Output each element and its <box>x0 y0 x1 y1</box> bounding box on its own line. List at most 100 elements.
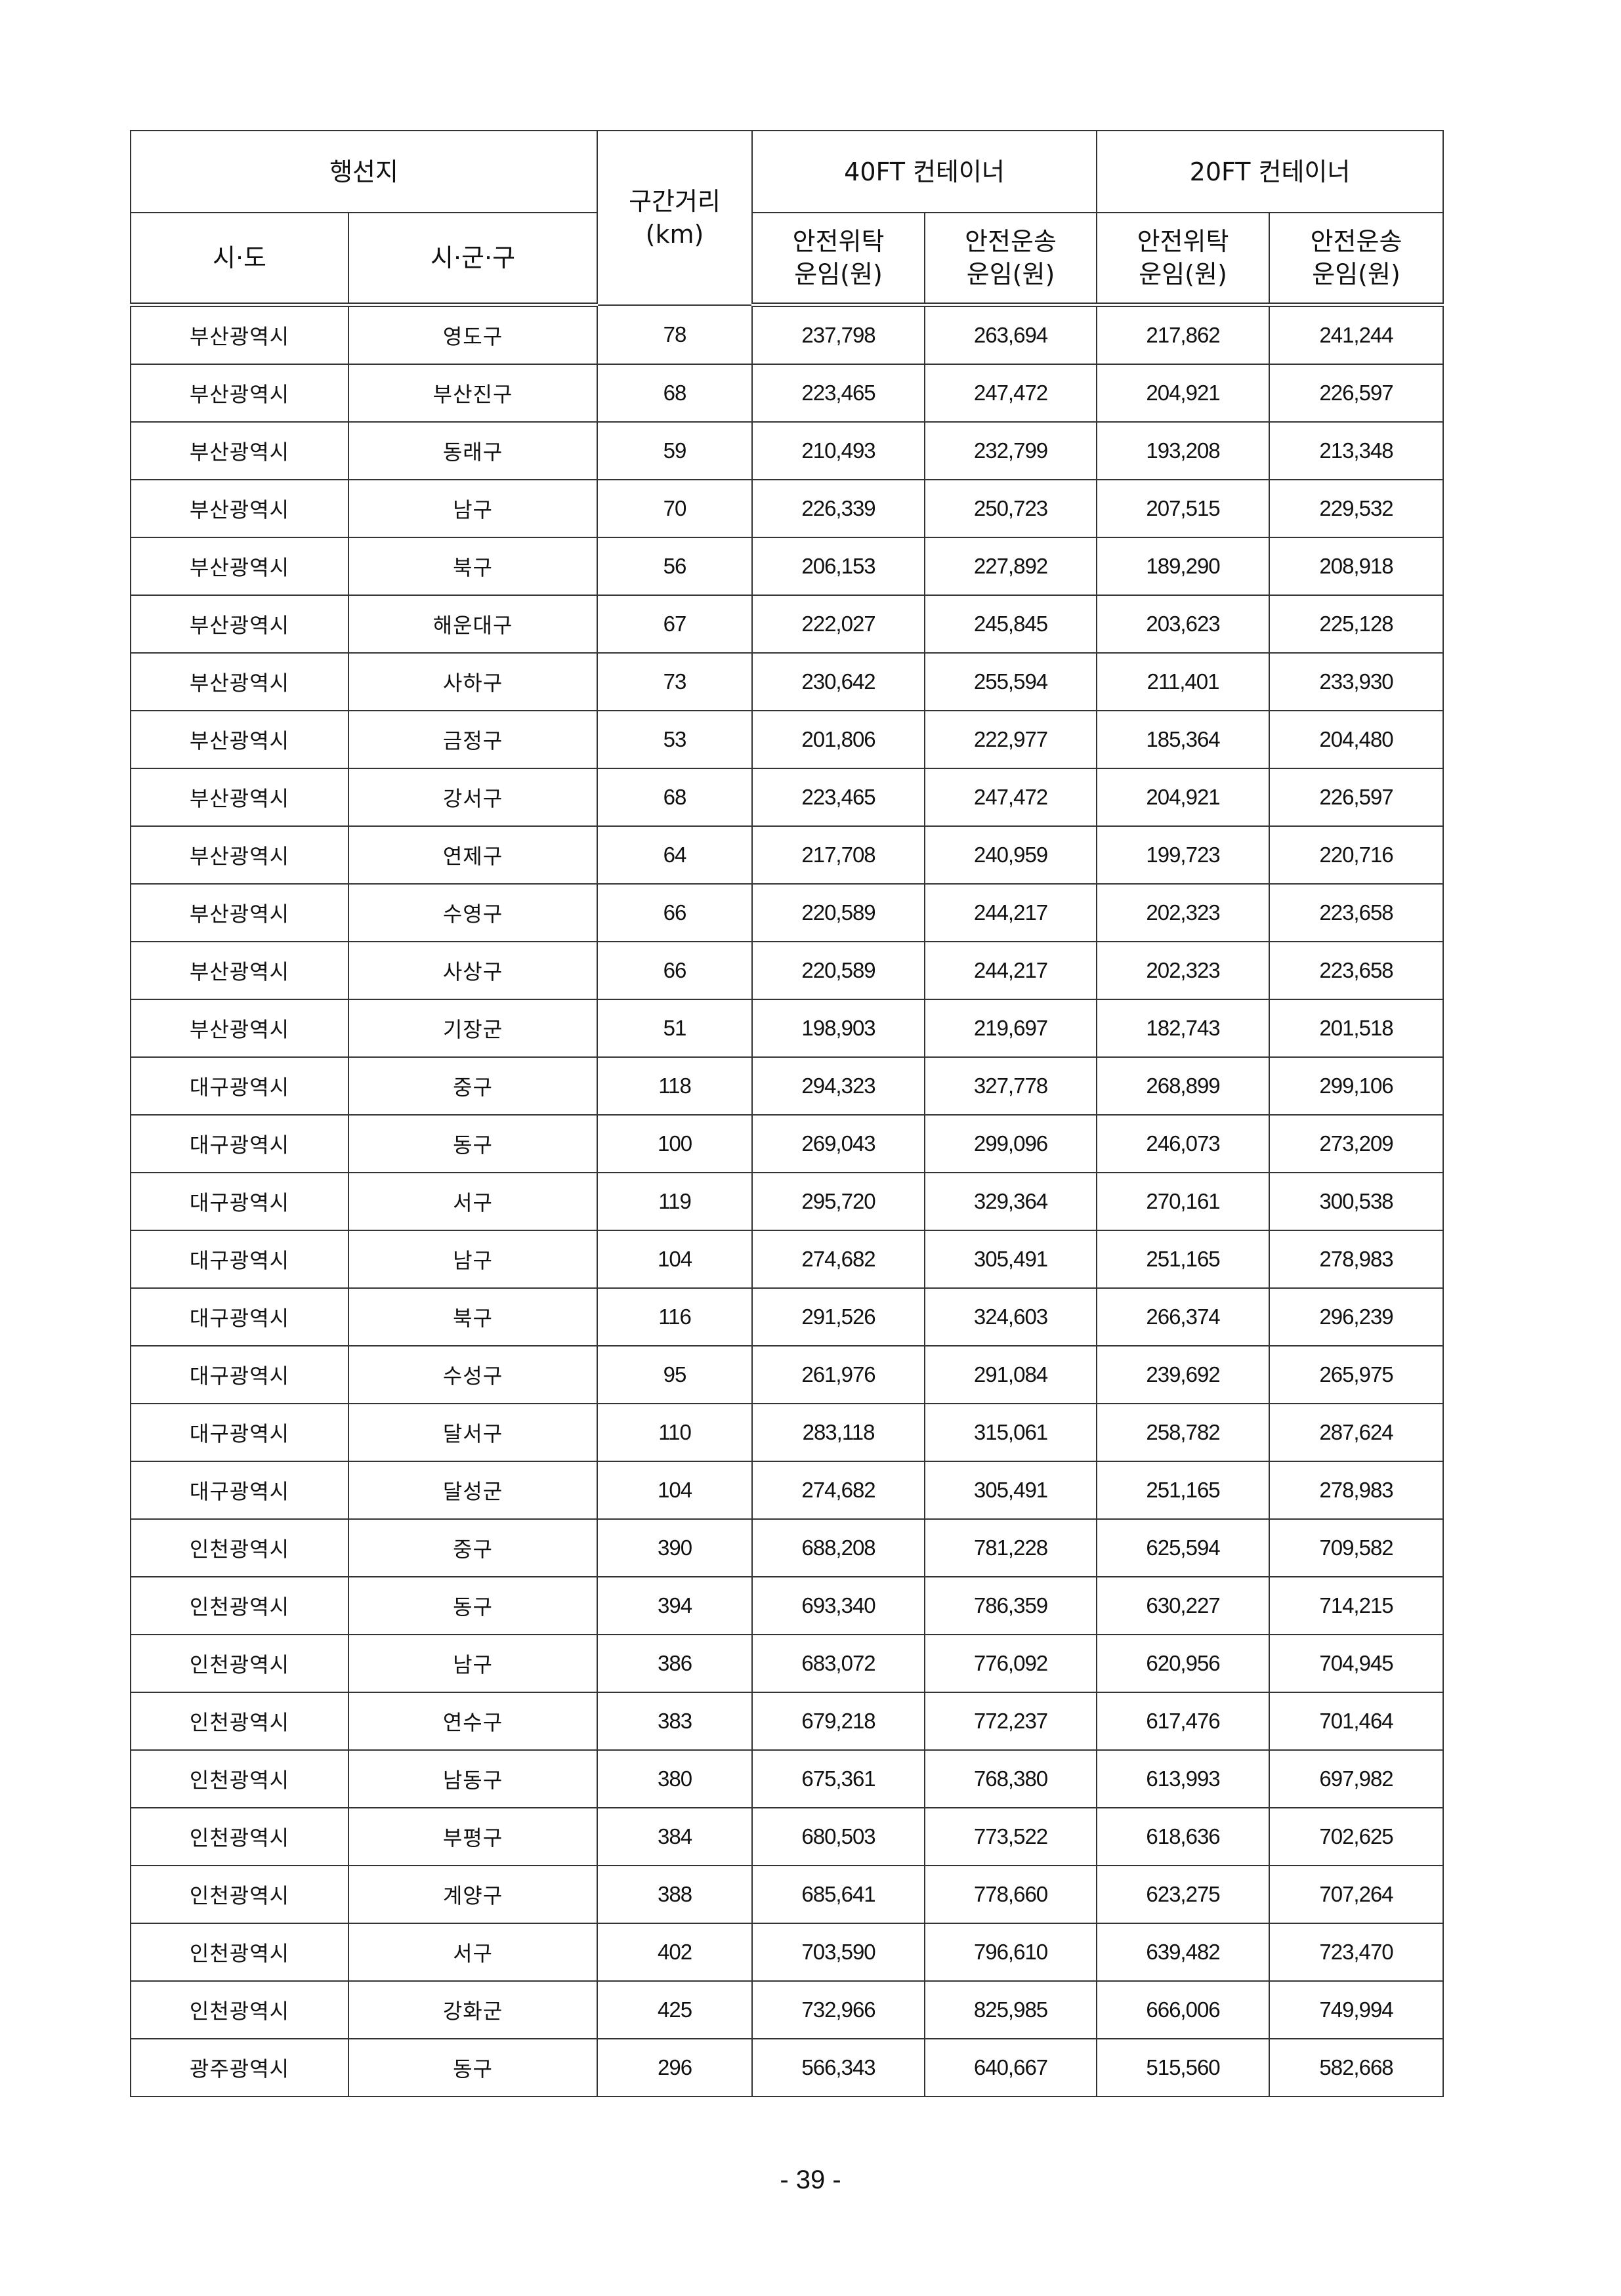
cell-40ft-safe-consign: 295,720 <box>751 1172 926 1231</box>
cell-40ft-safe-transport: 768,380 <box>924 1749 1098 1808</box>
cell-20ft-safe-transport: 278,983 <box>1269 1230 1444 1289</box>
cell-province: 부산광역시 <box>130 421 349 480</box>
cell-20ft-safe-consign: 246,073 <box>1096 1114 1271 1173</box>
cell-distance: 78 <box>597 304 753 365</box>
cell-40ft-safe-transport: 247,472 <box>924 364 1098 423</box>
cell-20ft-safe-transport: 278,983 <box>1269 1461 1444 1520</box>
cell-40ft-safe-transport: 324,603 <box>924 1287 1098 1346</box>
cell-20ft-safe-consign: 202,323 <box>1096 883 1271 942</box>
cell-20ft-safe-transport: 723,470 <box>1269 1923 1444 1982</box>
cell-district: 서구 <box>347 1172 599 1231</box>
cell-district: 동구 <box>347 1576 599 1635</box>
table-row: 인천광역시 남구 386 683,072 776,092 620,956 704,945 <box>130 1634 1444 1693</box>
header-20ft-safe-consign: 안전위탁 운임(원) <box>1096 212 1271 307</box>
cell-40ft-safe-consign: 274,682 <box>751 1461 926 1520</box>
cell-20ft-safe-transport: 296,239 <box>1269 1287 1444 1346</box>
cell-40ft-safe-consign: 261,976 <box>751 1345 926 1404</box>
cell-province: 대구광역시 <box>130 1056 349 1116</box>
cell-distance: 104 <box>597 1230 753 1289</box>
cell-province: 인천광역시 <box>130 1807 349 1866</box>
cell-20ft-safe-consign: 515,560 <box>1096 2038 1271 2097</box>
table-row: 인천광역시 동구 394 693,340 786,359 630,227 714,215 <box>130 1576 1444 1635</box>
cell-district: 부평구 <box>347 1807 599 1866</box>
cell-district: 동래구 <box>347 421 599 480</box>
cell-distance: 73 <box>597 652 753 711</box>
cell-province: 부산광역시 <box>130 595 349 654</box>
cell-40ft-safe-consign: 680,503 <box>751 1807 926 1866</box>
table-row: 부산광역시 금정구 53 201,806 222,977 185,364 204,480 <box>130 710 1444 769</box>
cell-20ft-safe-transport: 213,348 <box>1269 421 1444 480</box>
cell-district: 남구 <box>347 479 599 538</box>
cell-distance: 70 <box>597 479 753 538</box>
table-row: 인천광역시 중구 390 688,208 781,228 625,594 709,582 <box>130 1518 1444 1577</box>
cell-40ft-safe-transport: 786,359 <box>924 1576 1098 1635</box>
cell-20ft-safe-consign: 617,476 <box>1096 1692 1271 1751</box>
cell-20ft-safe-consign: 258,782 <box>1096 1403 1271 1462</box>
table-row: 부산광역시 사상구 66 220,589 244,217 202,323 223,658 <box>130 941 1444 1000</box>
cell-20ft-safe-transport: 704,945 <box>1269 1634 1444 1693</box>
table-row: 부산광역시 해운대구 67 222,027 245,845 203,623 225,128 <box>130 595 1444 654</box>
cell-40ft-safe-consign: 222,027 <box>751 595 926 654</box>
cell-40ft-safe-consign: 220,589 <box>751 941 926 1000</box>
cell-district: 중구 <box>347 1518 599 1577</box>
header-district: 시·군·구 <box>347 212 599 307</box>
table-row: 인천광역시 서구 402 703,590 796,610 639,482 723,470 <box>130 1923 1444 1982</box>
cell-province: 대구광역시 <box>130 1114 349 1173</box>
cell-20ft-safe-transport: 223,658 <box>1269 941 1444 1000</box>
cell-40ft-safe-consign: 230,642 <box>751 652 926 711</box>
cell-40ft-safe-transport: 219,697 <box>924 999 1098 1058</box>
cell-20ft-safe-transport: 697,982 <box>1269 1749 1444 1808</box>
cell-distance: 296 <box>597 2038 753 2097</box>
cell-20ft-safe-consign: 251,165 <box>1096 1461 1271 1520</box>
table-row: 부산광역시 기장군 51 198,903 219,697 182,743 201,518 <box>130 999 1444 1058</box>
cell-40ft-safe-consign: 201,806 <box>751 710 926 769</box>
cell-40ft-safe-consign: 675,361 <box>751 1749 926 1808</box>
cell-distance: 68 <box>597 768 753 827</box>
cell-province: 인천광역시 <box>130 1980 349 2039</box>
cell-province: 대구광역시 <box>130 1287 349 1346</box>
cell-40ft-safe-transport: 227,892 <box>924 537 1098 596</box>
cell-40ft-safe-consign: 683,072 <box>751 1634 926 1693</box>
cell-20ft-safe-transport: 707,264 <box>1269 1865 1444 1924</box>
table-row: 부산광역시 남구 70 226,339 250,723 207,515 229,532 <box>130 479 1444 538</box>
cell-40ft-safe-consign: 685,641 <box>751 1865 926 1924</box>
cell-40ft-safe-transport: 263,694 <box>924 304 1098 365</box>
cell-20ft-safe-consign: 182,743 <box>1096 999 1271 1058</box>
cell-province: 부산광역시 <box>130 825 349 885</box>
cell-distance: 116 <box>597 1287 753 1346</box>
cell-20ft-safe-consign: 211,401 <box>1096 652 1271 711</box>
table-row: 부산광역시 연제구 64 217,708 240,959 199,723 220,716 <box>130 825 1444 885</box>
cell-province: 인천광역시 <box>130 1634 349 1693</box>
cell-40ft-safe-transport: 796,610 <box>924 1923 1098 1982</box>
cell-20ft-safe-transport: 201,518 <box>1269 999 1444 1058</box>
cell-district: 동구 <box>347 1114 599 1173</box>
cell-40ft-safe-consign: 283,118 <box>751 1403 926 1462</box>
cell-40ft-safe-transport: 222,977 <box>924 710 1098 769</box>
cell-district: 남동구 <box>347 1749 599 1808</box>
cell-40ft-safe-consign: 566,343 <box>751 2038 926 2097</box>
cell-district: 연수구 <box>347 1692 599 1751</box>
cell-40ft-safe-consign: 274,682 <box>751 1230 926 1289</box>
cell-40ft-safe-consign: 206,153 <box>751 537 926 596</box>
table-row: 광주광역시 동구 296 566,343 640,667 515,560 582,668 <box>130 2038 1444 2097</box>
cell-province: 광주광역시 <box>130 2038 349 2097</box>
cell-distance: 402 <box>597 1923 753 1982</box>
table-row: 대구광역시 남구 104 274,682 305,491 251,165 278,983 <box>130 1230 1444 1289</box>
cell-district: 강화군 <box>347 1980 599 2039</box>
cell-40ft-safe-transport: 772,237 <box>924 1692 1098 1751</box>
cell-province: 대구광역시 <box>130 1345 349 1404</box>
cell-province: 인천광역시 <box>130 1865 349 1924</box>
cell-distance: 104 <box>597 1461 753 1520</box>
cell-20ft-safe-transport: 300,538 <box>1269 1172 1444 1231</box>
cell-40ft-safe-consign: 220,589 <box>751 883 926 942</box>
cell-40ft-safe-transport: 305,491 <box>924 1230 1098 1289</box>
cell-20ft-safe-consign: 623,275 <box>1096 1865 1271 1924</box>
header-20ft-safe-transport: 안전운송 운임(원) <box>1269 212 1444 307</box>
cell-distance: 100 <box>597 1114 753 1173</box>
cell-20ft-safe-consign: 207,515 <box>1096 479 1271 538</box>
cell-distance: 390 <box>597 1518 753 1577</box>
cell-40ft-safe-consign: 269,043 <box>751 1114 926 1173</box>
cell-distance: 95 <box>597 1345 753 1404</box>
cell-province: 인천광역시 <box>130 1576 349 1635</box>
cell-20ft-safe-consign: 193,208 <box>1096 421 1271 480</box>
